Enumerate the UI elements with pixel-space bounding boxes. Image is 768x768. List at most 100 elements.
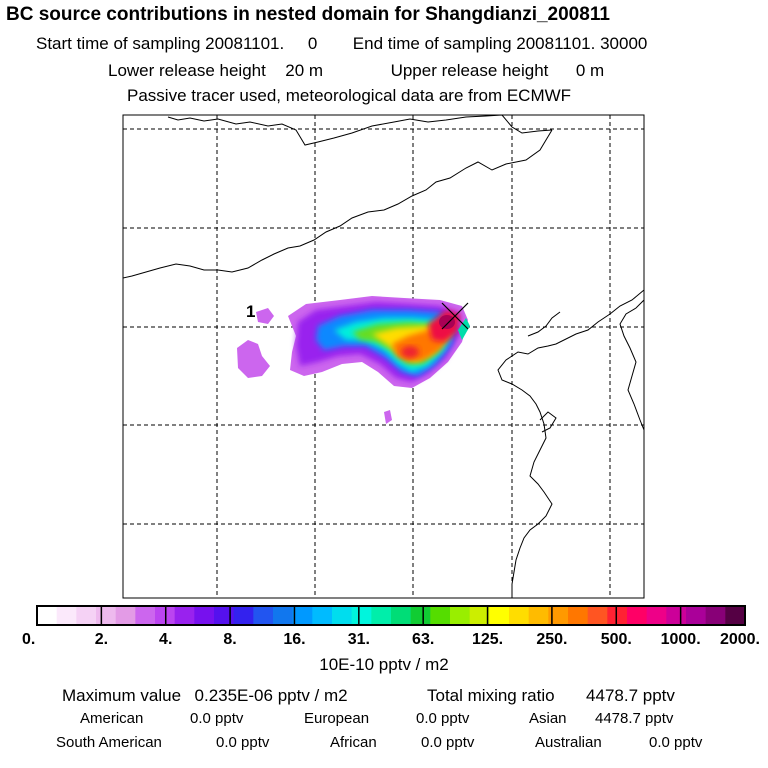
colorbar-tick-label: 8. (223, 631, 236, 648)
region-name: Asian (529, 710, 567, 727)
colorbar-bin (214, 606, 235, 625)
colorbar-frame (36, 605, 746, 626)
colorbar-bin (528, 606, 549, 625)
region-value: 0.0 pptv (216, 734, 270, 751)
colorbar-bin (96, 606, 117, 625)
colorbar-bin (627, 606, 648, 625)
colorbar-bin (174, 606, 195, 625)
colorbar-bin (115, 606, 136, 625)
lower-height-label: Lower release height (108, 61, 266, 80)
region-value: 0.0 pptv (421, 734, 475, 751)
plume-core (439, 315, 455, 329)
colorbar-tick-label: 0. (22, 631, 35, 648)
region-asian: Asian (529, 710, 567, 727)
colorbar-bin (489, 606, 510, 625)
colorbar-tick-label: 16. (283, 631, 305, 648)
region-value: 4478.7 pptv (595, 710, 674, 727)
mongolia-south-border (123, 129, 553, 279)
colorbar-bin (568, 606, 589, 625)
colorbar-bin (705, 606, 726, 625)
region-african: African (330, 734, 377, 751)
map-coastlines (123, 115, 644, 598)
map-frame (122, 114, 645, 599)
total-mixing-label: Total mixing ratio (427, 686, 555, 705)
region-south-american: South American (56, 734, 162, 751)
total-mixing-row: Total mixing ratio 4478.7 pptv (427, 686, 675, 706)
colorbar-bin (450, 606, 471, 625)
colorbar-tick-label: 1000. (661, 631, 701, 648)
concentration-plume (237, 296, 470, 424)
colorbar-bin (37, 606, 58, 625)
region-value: 0.0 pptv (190, 710, 244, 727)
colorbar-bin (135, 606, 156, 625)
colorbar (37, 606, 746, 625)
region-value: 0.0 pptv (649, 734, 703, 751)
colorbar-tick-label: 250. (536, 631, 567, 648)
plume-red-secondary (401, 346, 419, 358)
start-time-label: Start time of sampling (36, 34, 201, 53)
colorbar-bin (312, 606, 333, 625)
sampling-times: Start time of sampling 20081101. 0 End t… (36, 34, 647, 54)
colorbar-bin (56, 606, 77, 625)
chart-title: BC source contributions in nested domain… (6, 4, 610, 25)
colorbar-bin (391, 606, 412, 625)
colorbar-bin (587, 606, 608, 625)
northern-border (167, 115, 553, 146)
upper-height-label: Upper release height (390, 61, 549, 80)
region-name: African (330, 734, 377, 751)
colorbar-tick-label: 4. (159, 631, 172, 648)
east-china-coast (497, 289, 644, 598)
release-heights: Lower release height 20 m Upper release … (108, 61, 604, 81)
colorbar-bin (253, 606, 274, 625)
colorbar-tick-label: 500. (601, 631, 632, 648)
colorbar-bin (194, 606, 215, 625)
colorbar-bin (666, 606, 687, 625)
colorbar-bin (76, 606, 97, 625)
region-american: American (80, 710, 143, 727)
yellow-sea-shore (539, 411, 557, 433)
colorbar-bin (725, 606, 746, 625)
colorbar-bin (548, 606, 569, 625)
region-name: European (304, 710, 370, 727)
end-time-label: End time of sampling (352, 34, 512, 53)
max-value-row: Maximum value 0.235E-06 pptv / m2 (62, 686, 348, 706)
colorbar-bin (332, 606, 353, 625)
colorbar-bin (430, 606, 451, 625)
region-name: Australian (535, 734, 602, 751)
receptor-marker (441, 302, 469, 330)
region-australian: Australian (535, 734, 602, 751)
upper-height-value: 0 m (575, 61, 605, 80)
bohai-coast (527, 311, 561, 337)
region-name: American (80, 710, 144, 727)
marker-label: 1 (246, 302, 255, 321)
colorbar-bin (292, 606, 313, 625)
region-value: 0.0 pptv (416, 710, 470, 727)
colorbar-unit: 10E-10 pptv / m2 (319, 655, 448, 674)
plume-edge-green (458, 318, 470, 340)
tracer-note: Passive tracer used, meteorological data… (127, 86, 572, 105)
max-value-label: Maximum value (62, 686, 182, 705)
colorbar-bin (233, 606, 254, 625)
colorbar-bin (410, 606, 431, 625)
colorbar-tick-label: 31. (348, 631, 370, 648)
end-time-value: 20081101. 30000 (516, 34, 648, 53)
colorbar-tick-label: 125. (472, 631, 503, 648)
colorbar-bin (686, 606, 707, 625)
region-name: South American (56, 734, 162, 751)
colorbar-bin (273, 606, 294, 625)
colorbar-tick-label: 63. (412, 631, 434, 648)
total-mixing-value: 4478.7 pptv (586, 686, 675, 705)
lower-height-value: 20 m (285, 61, 324, 80)
region-european: European (304, 710, 369, 727)
colorbar-tick-label: 2000. (720, 631, 760, 648)
colorbar-bin (509, 606, 530, 625)
colorbar-bin (646, 606, 667, 625)
start-time-value: 20081101. 0 (205, 34, 318, 53)
colorbar-bin (351, 606, 372, 625)
max-value: 0.235E-06 pptv / m2 (194, 686, 348, 705)
colorbar-bin (607, 606, 628, 625)
colorbar-bin (469, 606, 490, 625)
colorbar-tick-labels: 0. 2. 4. 8. 16. 31. 63. 125. 250. 500. 1000. 2000. (22, 606, 760, 648)
colorbar-tick-label: 2. (95, 631, 108, 648)
